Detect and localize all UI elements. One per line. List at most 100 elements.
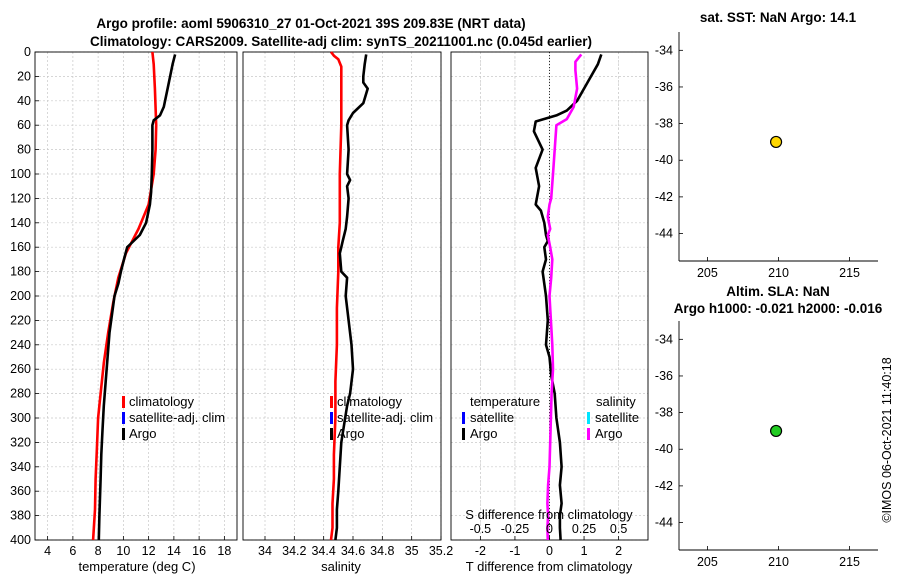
difference-panel: -2 -1 0 1 2 -0.5 -0.25 0 0.25 0.5 T difference fr… xyxy=(450,51,649,574)
legend-argo-label: Argo xyxy=(337,426,364,441)
map-x-tick-label: 215 xyxy=(839,266,860,280)
x-tick-label: 4 xyxy=(44,544,51,558)
y-tick-label: 220 xyxy=(10,313,31,327)
difference-legend: temperature satellite Argo salinity sate… xyxy=(462,394,639,441)
map-y-tick-label: -34 xyxy=(655,43,673,57)
legend-satellite-label: satellite-adj. clim xyxy=(129,410,225,425)
x-tick-label: 8 xyxy=(95,544,102,558)
x-tick-label: 18 xyxy=(217,544,231,558)
map-y-tick-label: -42 xyxy=(655,190,673,204)
imos-watermark: ©IMOS 06-Oct-2021 11:40:18 xyxy=(880,357,894,522)
secondary-x-tick-label: 0.5 xyxy=(610,522,627,536)
legend-s-satellite-label: satellite xyxy=(595,410,639,425)
x-tick-label: 34.6 xyxy=(341,544,365,558)
legend-t-satellite-swatch xyxy=(462,412,465,424)
legend-argo-swatch xyxy=(330,428,333,440)
legend-climatology-label: climatology xyxy=(337,394,403,409)
secondary-x-tick-label: -0.25 xyxy=(501,522,530,536)
argo-position-marker xyxy=(769,424,783,438)
map-y-tick-label: -44 xyxy=(655,516,673,530)
salinity-xlabel: salinity xyxy=(321,559,361,574)
temperature-panel: 4 6 8 10 12 14 16 18020406080100120140160180200… xyxy=(10,45,238,574)
y-tick-label: 60 xyxy=(17,118,31,132)
y-tick-label: 240 xyxy=(10,338,31,352)
salinity-axes-frame xyxy=(242,51,442,541)
salinity-legend: climatology satellite-adj. clim Argo xyxy=(330,394,433,441)
x-tick-label: -1 xyxy=(509,544,520,558)
figure-title-line1: Argo profile: aoml 5906310_27 01-Oct-202… xyxy=(96,16,525,31)
x-tick-label: 34.4 xyxy=(311,544,335,558)
legend-t-argo-label: Argo xyxy=(470,426,497,441)
x-tick-label: 6 xyxy=(69,544,76,558)
map-x-tick-label: 210 xyxy=(768,266,789,280)
legend-argo-label: Argo xyxy=(129,426,156,441)
y-tick-label: 400 xyxy=(10,533,31,547)
series-line-t-difference-argo- xyxy=(532,53,603,541)
y-tick-label: 300 xyxy=(10,411,31,425)
secondary-x-tick-label: -0.5 xyxy=(470,522,492,536)
map-y-tick-label: -44 xyxy=(655,227,673,241)
legend-t-argo-swatch xyxy=(462,428,465,440)
temperature-xlabel: temperature (deg C) xyxy=(78,559,195,574)
y-tick-label: 140 xyxy=(10,216,31,230)
x-tick-label: 2 xyxy=(615,544,622,558)
salinity-panel: 34 34.2 34.4 34.6 34.8 35 35.2 salinity climat… xyxy=(242,51,453,574)
legend-satellite-swatch xyxy=(122,412,125,424)
legend-salinity-title: salinity xyxy=(596,394,636,409)
map-y-tick-label: -42 xyxy=(655,479,673,493)
y-tick-label: 80 xyxy=(17,143,31,157)
legend-climatology-swatch xyxy=(330,396,333,408)
series-line-argo xyxy=(334,54,370,541)
x-tick-label: 34 xyxy=(258,544,272,558)
series-line-s-difference-argo- xyxy=(546,53,583,541)
map-y-tick-label: -36 xyxy=(655,80,673,94)
map-y-tick-label: -38 xyxy=(655,406,673,420)
map-y-tick-label: -34 xyxy=(655,332,673,346)
x-tick-label: 34.2 xyxy=(282,544,306,558)
y-tick-label: 360 xyxy=(10,484,31,498)
sla-map-title-line1: Altim. SLA: NaN xyxy=(726,284,830,299)
legend-s-satellite-swatch xyxy=(587,412,590,424)
x-tick-label: 12 xyxy=(142,544,156,558)
x-tick-label: 34.8 xyxy=(370,544,394,558)
y-tick-label: 180 xyxy=(10,265,31,279)
x-tick-label: -2 xyxy=(475,544,486,558)
x-tick-label: 1 xyxy=(581,544,588,558)
sla-map-panel: Altim. SLA: NaN Argo h1000: -0.021 h2000… xyxy=(655,284,883,569)
series-line-climatology xyxy=(329,51,343,541)
x-tick-label: 14 xyxy=(167,544,181,558)
legend-satellite-label: satellite-adj. clim xyxy=(337,410,433,425)
y-tick-label: 260 xyxy=(10,362,31,376)
map-y-tick-label: -36 xyxy=(655,369,673,383)
y-tick-label: 0 xyxy=(24,45,31,59)
legend-s-argo-swatch xyxy=(587,428,590,440)
y-tick-label: 340 xyxy=(10,460,31,474)
map-y-tick-label: -40 xyxy=(655,153,673,167)
legend-satellite-swatch xyxy=(330,412,333,424)
legend-t-satellite-label: satellite xyxy=(470,410,514,425)
x-tick-label: 35.2 xyxy=(429,544,453,558)
map-x-tick-label: 205 xyxy=(697,266,718,280)
legend-climatology-swatch xyxy=(122,396,125,408)
y-tick-label: 380 xyxy=(10,509,31,523)
map-y-tick-label: -38 xyxy=(655,117,673,131)
difference-secondary-xlabel: S difference from climatology xyxy=(465,507,633,522)
temperature-legend: climatology satellite-adj. clim Argo xyxy=(122,394,225,441)
difference-xlabel: T difference from climatology xyxy=(466,559,633,574)
sla-map-title-line2: Argo h1000: -0.021 h2000: -0.016 xyxy=(674,301,883,316)
map-x-tick-label: 215 xyxy=(839,555,860,569)
legend-argo-swatch xyxy=(122,428,125,440)
y-tick-label: 160 xyxy=(10,240,31,254)
map-y-tick-label: -40 xyxy=(655,442,673,456)
y-tick-label: 120 xyxy=(10,191,31,205)
y-tick-label: 20 xyxy=(17,69,31,83)
y-tick-label: 280 xyxy=(10,387,31,401)
secondary-x-tick-label: 0 xyxy=(546,522,553,536)
secondary-x-tick-label: 0.25 xyxy=(572,522,596,536)
sst-map-title: sat. SST: NaN Argo: 14.1 xyxy=(700,10,857,25)
map-x-tick-label: 205 xyxy=(697,555,718,569)
legend-temperature-title: temperature xyxy=(470,394,540,409)
x-tick-label: 16 xyxy=(192,544,206,558)
series-line-argo xyxy=(97,54,177,541)
